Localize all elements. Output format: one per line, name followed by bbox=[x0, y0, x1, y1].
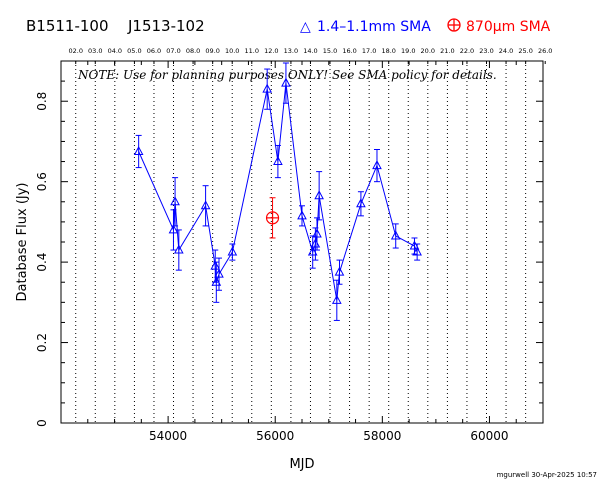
y-tick-label: 0.4 bbox=[35, 253, 49, 272]
top-axis-tick-label: 05.0 bbox=[127, 47, 141, 55]
footer-credit: mgurwell 30-Apr-2025 10:57 bbox=[497, 471, 597, 479]
top-axis-tick-label: 22.0 bbox=[460, 47, 474, 55]
y-tick-label: 0.6 bbox=[35, 172, 49, 191]
x-tick-label: 60000 bbox=[470, 429, 508, 443]
top-axis-tick-label: 15.0 bbox=[323, 47, 337, 55]
y-tick-label: 0 bbox=[35, 419, 49, 427]
data-point bbox=[307, 246, 318, 256]
top-axis-tick-label: 10.0 bbox=[225, 47, 239, 55]
data-point bbox=[314, 190, 324, 200]
top-axis-tick-label: 03.0 bbox=[88, 47, 102, 55]
series-group bbox=[133, 62, 422, 321]
x-axis-label: MJD bbox=[289, 457, 314, 472]
source-name: B1511-100 bbox=[26, 17, 109, 35]
data-point bbox=[334, 266, 345, 276]
y-tick-label: 0.8 bbox=[35, 92, 49, 111]
top-axis-tick-label: 08.0 bbox=[186, 47, 200, 55]
data-point bbox=[273, 155, 283, 166]
top-axis-tick-label: 18.0 bbox=[381, 47, 395, 55]
data-point bbox=[210, 260, 221, 270]
legend-label-red: 870μm SMA bbox=[466, 19, 551, 35]
top-axis-tick-label: 25.0 bbox=[518, 47, 532, 55]
top-axis-tick-label: 02.0 bbox=[68, 47, 82, 55]
top-axis-tick-label: 24.0 bbox=[499, 47, 513, 55]
top-axis-tick-label: 26.0 bbox=[538, 47, 552, 55]
data-point bbox=[200, 200, 211, 210]
y-axis: 0 0.2 0.4 0.6 0.8 bbox=[35, 60, 543, 427]
series-group bbox=[265, 197, 280, 239]
x-axis: 54000 56000 58000 60000 bbox=[60, 61, 544, 443]
data-point bbox=[227, 246, 238, 256]
top-axis-tick-label: 20.0 bbox=[421, 47, 435, 55]
data-point bbox=[281, 77, 291, 87]
top-axis-tick-label: 06.0 bbox=[147, 47, 161, 55]
data-point bbox=[412, 246, 422, 256]
top-axis-tick-label: 04.0 bbox=[108, 47, 122, 55]
top-axis-tick-label: 21.0 bbox=[440, 47, 454, 55]
data-point bbox=[211, 276, 222, 286]
planning-note: NOTE: Use for planning purposes ONLY! Se… bbox=[77, 68, 497, 82]
data-point bbox=[262, 83, 273, 93]
top-axis-tick-label: 16.0 bbox=[342, 47, 356, 55]
legend-marker-blue: △ bbox=[300, 19, 311, 35]
series-line bbox=[138, 83, 418, 301]
data-point bbox=[214, 268, 224, 278]
top-axis-tick-label: 07.0 bbox=[166, 47, 180, 55]
data-point bbox=[170, 196, 180, 206]
top-axis-tick-label: 12.0 bbox=[264, 47, 278, 55]
y-axis-label: Database Flux (Jy) bbox=[15, 183, 30, 302]
data-series bbox=[133, 62, 422, 321]
legend-marker-red bbox=[447, 18, 461, 32]
top-axis-tick-label: 11.0 bbox=[245, 47, 259, 55]
top-axis-tick-label: 19.0 bbox=[401, 47, 415, 55]
year-gridlines bbox=[75, 61, 527, 423]
x-tick-label: 54000 bbox=[149, 429, 187, 443]
legend-label-blue: 1.4–1.1mm SMA bbox=[317, 19, 431, 35]
data-point bbox=[331, 294, 342, 304]
data-point bbox=[133, 145, 144, 155]
data-point bbox=[168, 224, 179, 234]
top-axis-tick-label: 17.0 bbox=[362, 47, 376, 55]
x-tick-label: 56000 bbox=[256, 429, 294, 443]
y-tick-label: 0.2 bbox=[35, 333, 49, 352]
data-point bbox=[409, 240, 420, 250]
top-axis-tick-label: 13.0 bbox=[284, 47, 298, 55]
top-year-axis: 02.0 03.0 04.0 05.0 06.0 07.0 08.0 09.0 10.0 11.0… bbox=[68, 47, 552, 64]
alt-source-name: J1513-102 bbox=[127, 17, 205, 35]
top-axis-tick-label: 14.0 bbox=[303, 47, 317, 55]
data-point bbox=[356, 198, 366, 208]
data-point bbox=[312, 228, 322, 238]
data-point bbox=[372, 160, 382, 170]
data-point bbox=[265, 211, 280, 225]
top-axis-tick-label: 23.0 bbox=[479, 47, 493, 55]
data-point bbox=[297, 210, 307, 220]
x-tick-label: 58000 bbox=[363, 429, 401, 443]
data-point bbox=[173, 244, 184, 254]
data-point bbox=[390, 230, 401, 240]
plot-frame bbox=[60, 60, 544, 424]
top-axis-tick-label: 09.0 bbox=[205, 47, 219, 55]
